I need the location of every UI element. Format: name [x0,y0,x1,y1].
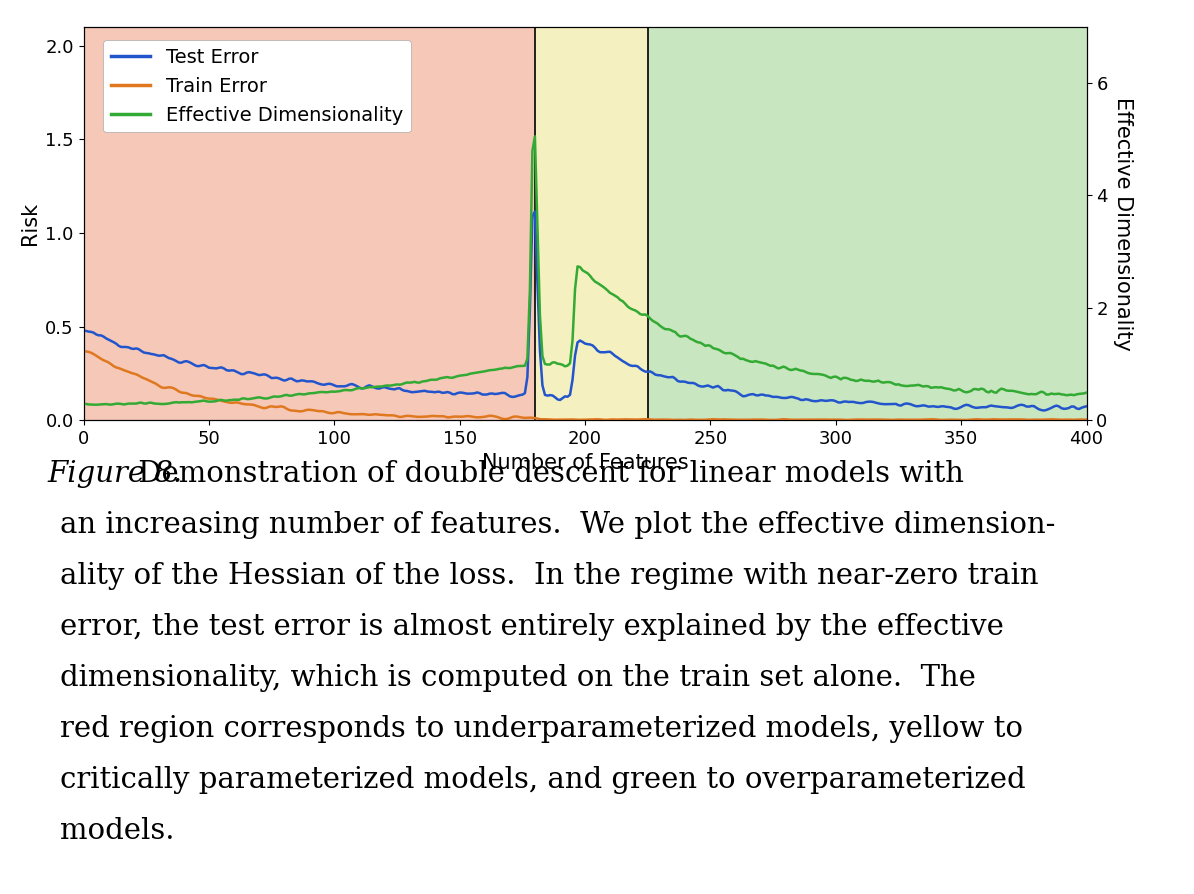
Bar [647,27,1087,420]
Text: critically parameterized models, and green to overparameterized: critically parameterized models, and gre… [60,766,1026,794]
Bar [84,27,535,420]
Bar [535,27,647,420]
Legend: Test Error, Train Error, Effective Dimensionality: Test Error, Train Error, Effective Dimen… [104,40,411,132]
Text: dimensionality, which is computed on the train set alone.  The: dimensionality, which is computed on the… [60,664,975,692]
X-axis label: Number of Features: Number of Features [481,453,689,474]
Text: Demonstration of double descent for linear models with: Demonstration of double descent for line… [129,460,964,488]
Y-axis label: Risk: Risk [19,202,39,245]
Text: models.: models. [60,817,174,845]
Text: red region corresponds to underparameterized models, yellow to: red region corresponds to underparameter… [60,715,1023,743]
Text: Figure 8.: Figure 8. [48,460,183,488]
Y-axis label: Effective Dimensionality: Effective Dimensionality [1113,97,1133,350]
Text: ality of the Hessian of the loss.  In the regime with near-zero train: ality of the Hessian of the loss. In the… [60,562,1039,590]
Text: error, the test error is almost entirely explained by the effective: error, the test error is almost entirely… [60,613,1004,641]
Text: an increasing number of features.  We plot the effective dimension-: an increasing number of features. We plo… [60,511,1055,539]
